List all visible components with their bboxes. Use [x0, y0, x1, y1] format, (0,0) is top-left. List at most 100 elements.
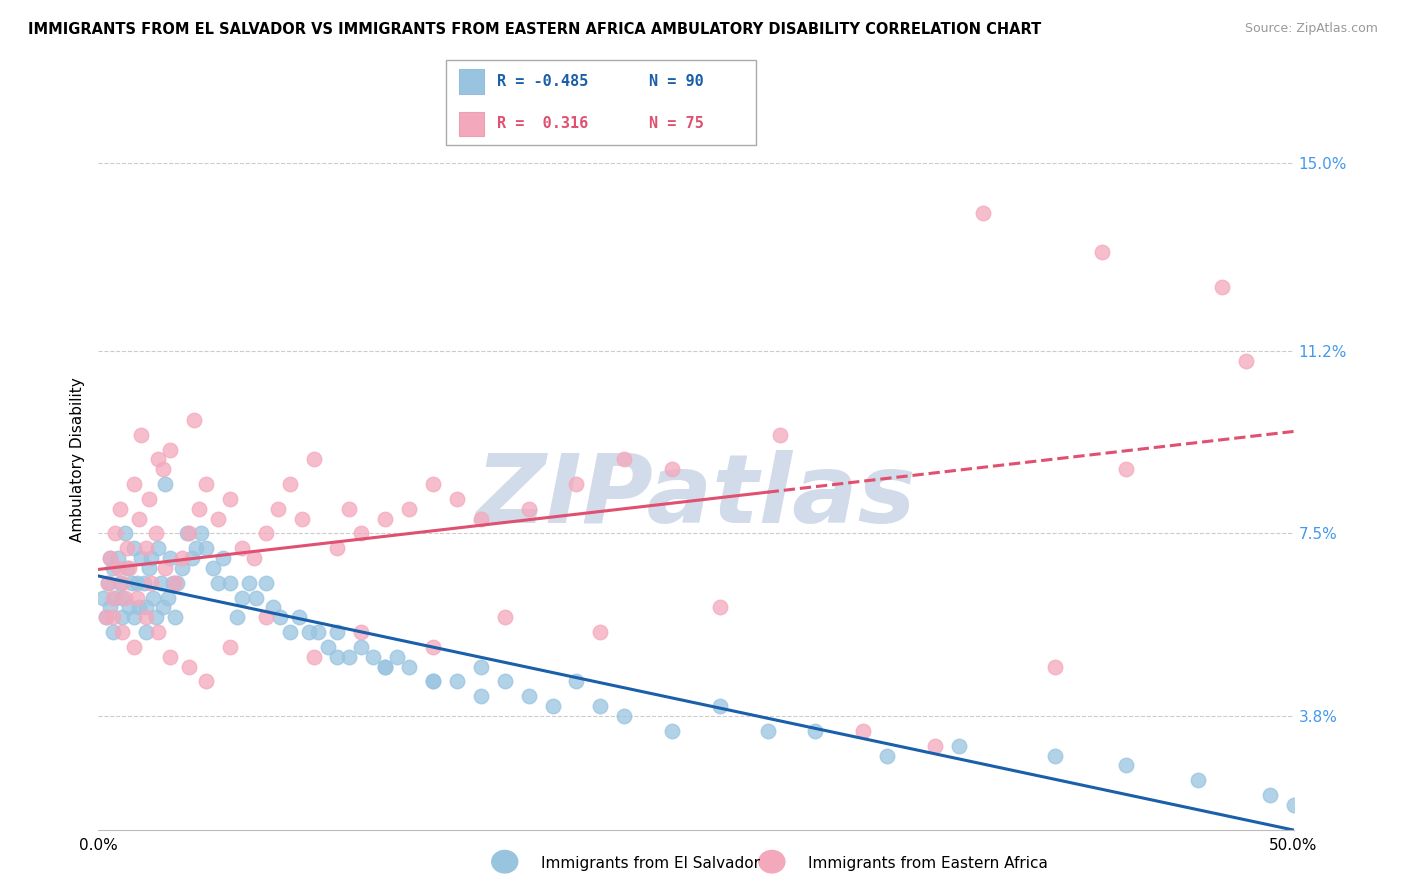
- Point: [139, 575, 162, 590]
- Point: [924, 739, 946, 753]
- Point: [350, 526, 373, 541]
- Point: [278, 477, 301, 491]
- Point: [363, 649, 385, 664]
- Point: [124, 610, 146, 624]
- Point: [231, 591, 253, 605]
- Point: [374, 659, 396, 673]
- Point: [101, 625, 124, 640]
- Point: [565, 477, 588, 491]
- Point: [517, 690, 540, 704]
- Point: [326, 541, 349, 556]
- Point: [132, 575, 155, 590]
- Point: [195, 674, 218, 689]
- Point: [101, 591, 124, 605]
- Text: IMMIGRANTS FROM EL SALVADOR VS IMMIGRANTS FROM EASTERN AFRICA AMBULATORY DISABIL: IMMIGRANTS FROM EL SALVADOR VS IMMIGRANT…: [28, 22, 1042, 37]
- Point: [1043, 748, 1066, 763]
- Point: [1211, 279, 1233, 293]
- Point: [709, 699, 731, 714]
- Text: N = 75: N = 75: [648, 117, 703, 131]
- Point: [517, 501, 540, 516]
- Point: [374, 511, 396, 525]
- Point: [398, 659, 420, 673]
- Point: [128, 511, 150, 525]
- Point: [316, 640, 339, 654]
- Point: [162, 575, 184, 590]
- Point: [98, 551, 122, 566]
- Point: [98, 600, 122, 615]
- Point: [446, 491, 468, 506]
- Point: [262, 600, 284, 615]
- Point: [135, 600, 157, 615]
- Point: [131, 427, 153, 442]
- Text: Immigrants from Eastern Africa: Immigrants from Eastern Africa: [808, 856, 1049, 871]
- Point: [195, 477, 218, 491]
- Point: [107, 551, 129, 566]
- Point: [148, 541, 170, 556]
- Point: [104, 526, 127, 541]
- Point: [115, 561, 138, 575]
- Point: [98, 551, 122, 566]
- Point: [114, 526, 136, 541]
- Point: [115, 541, 138, 556]
- Point: [111, 610, 134, 624]
- Point: [254, 610, 277, 624]
- Point: [180, 551, 202, 566]
- Point: [385, 649, 409, 664]
- Point: [291, 511, 314, 525]
- Point: [238, 575, 260, 590]
- Point: [339, 649, 361, 664]
- Point: [219, 491, 242, 506]
- Point: [494, 674, 516, 689]
- Point: [190, 526, 212, 541]
- Point: [155, 561, 177, 575]
- Point: [470, 659, 492, 673]
- Point: [155, 477, 177, 491]
- Text: R = -0.485: R = -0.485: [496, 74, 588, 88]
- Point: [709, 600, 731, 615]
- Point: [972, 205, 994, 219]
- Point: [111, 625, 134, 640]
- Point: [211, 551, 233, 566]
- Point: [152, 600, 174, 615]
- Point: [350, 625, 373, 640]
- Point: [111, 591, 134, 605]
- Point: [422, 477, 444, 491]
- Point: [422, 674, 444, 689]
- Circle shape: [759, 850, 785, 873]
- Y-axis label: Ambulatory Disability: Ambulatory Disability: [69, 377, 84, 541]
- Point: [278, 625, 301, 640]
- Point: [166, 575, 188, 590]
- Point: [494, 610, 516, 624]
- Point: [202, 561, 225, 575]
- Bar: [458, 69, 484, 94]
- Point: [804, 723, 827, 738]
- Point: [97, 575, 120, 590]
- Point: [589, 699, 612, 714]
- Point: [94, 610, 117, 624]
- Point: [339, 501, 361, 516]
- Point: [254, 575, 277, 590]
- Text: Immigrants from El Salvador: Immigrants from El Salvador: [541, 856, 761, 871]
- Point: [101, 561, 124, 575]
- Point: [125, 575, 148, 590]
- Point: [135, 610, 157, 624]
- Point: [183, 413, 205, 427]
- Point: [1258, 788, 1281, 802]
- Text: Source: ZipAtlas.com: Source: ZipAtlas.com: [1244, 22, 1378, 36]
- Point: [245, 591, 267, 605]
- Point: [948, 739, 970, 753]
- Point: [661, 723, 683, 738]
- Point: [135, 625, 157, 640]
- Point: [163, 610, 186, 624]
- Point: [172, 551, 194, 566]
- Point: [145, 526, 167, 541]
- Point: [156, 591, 179, 605]
- Point: [661, 462, 683, 476]
- Point: [149, 575, 172, 590]
- Point: [876, 748, 898, 763]
- Point: [422, 674, 444, 689]
- Point: [124, 640, 146, 654]
- Point: [1091, 245, 1114, 260]
- Point: [350, 640, 373, 654]
- Point: [302, 452, 325, 467]
